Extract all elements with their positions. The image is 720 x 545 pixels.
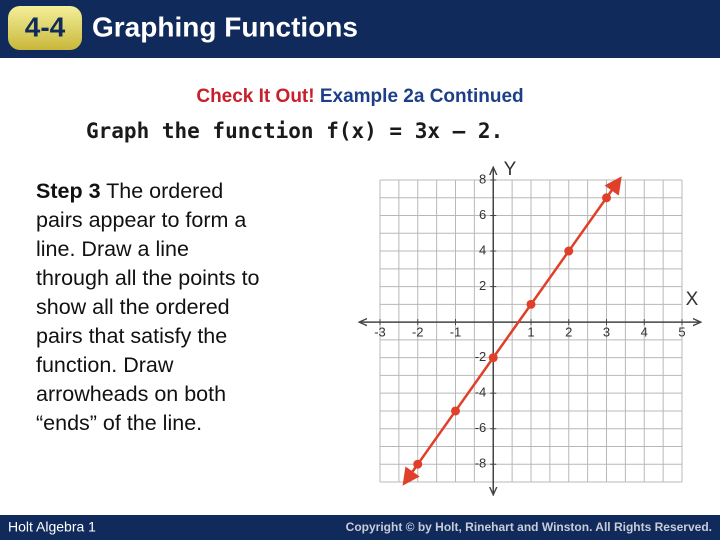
step-line: “ends” of the line. [36, 411, 202, 435]
y-tick-label: -6 [475, 420, 487, 435]
step-label: Step 3 [36, 179, 101, 203]
footer-bar [0, 515, 720, 540]
step-line: line. Draw a line [36, 237, 189, 261]
step-body: line. Draw a line [36, 237, 189, 261]
y-tick-label: -2 [475, 349, 487, 364]
step-line: through all the points to [36, 266, 260, 290]
badge: 4-4 [25, 11, 66, 42]
x-tick-label: 1 [527, 325, 534, 340]
x-tick-label: -2 [412, 325, 424, 340]
point [451, 406, 460, 416]
point [602, 193, 611, 203]
x-tick-label: 4 [641, 325, 648, 340]
step-line: Step 3 The ordered [36, 179, 223, 203]
point [564, 246, 574, 256]
function-line [416, 197, 608, 465]
y-tick-label: 6 [479, 207, 486, 222]
badge-box [8, 6, 82, 50]
step-body: function. Draw [36, 353, 174, 377]
x-tick-label: 3 [603, 325, 610, 340]
subtitle-rest: Example 2a Continued [320, 86, 524, 107]
header-bar [0, 0, 720, 58]
x-tick-label: 5 [678, 325, 685, 340]
step-body: pairs that satisfy the [36, 324, 227, 348]
step-text: Step 3 The ordered pairs appear to form a… [36, 179, 260, 435]
header-title: Graphing Functions [92, 11, 358, 42]
step-body: through all the points to [36, 266, 260, 290]
step-body: “ends” of the line. [36, 411, 202, 435]
y-axis-label: Y [504, 159, 517, 180]
x-axis-label: X [686, 289, 699, 310]
step-line: pairs that satisfy the [36, 324, 227, 348]
y-tick-label: 8 [479, 171, 486, 186]
y-tick-label: -4 [475, 385, 487, 400]
point [526, 299, 536, 309]
x-tick-label: -1 [450, 325, 462, 340]
step-body: The ordered [106, 179, 223, 203]
y-tick-label: 4 [479, 242, 486, 257]
subtitle-lead: Check It Out! [196, 86, 314, 107]
point [413, 459, 423, 469]
step-line: pairs appear to form a [36, 208, 246, 232]
y-tick-label: -8 [475, 456, 487, 471]
step-body: show all the ordered [36, 295, 230, 319]
x-tick-label: -3 [374, 325, 386, 340]
y-tick-label: 2 [479, 278, 486, 293]
step-line: arrowheads on both [36, 382, 226, 406]
subtitle: Check It Out! Example 2a Continued [196, 86, 523, 107]
step-body: pairs appear to form a [36, 208, 246, 232]
prompt: Graph the function f(x) = 3x – 2. [86, 119, 503, 143]
graph: -3 -2 -1 1 2 3 4 5 -8 -6 -4 -2 2 4 6 8 X Y [360, 159, 700, 494]
step-line: function. Draw [36, 353, 174, 377]
step-body: arrowheads on both [36, 382, 226, 406]
point [488, 353, 498, 363]
footer-right: Copyright © by Holt, Rinehart and Winsto… [346, 520, 712, 534]
x-tick-label: 2 [565, 325, 572, 340]
step-line: show all the ordered [36, 295, 230, 319]
footer-left: Holt Algebra 1 [8, 519, 96, 535]
